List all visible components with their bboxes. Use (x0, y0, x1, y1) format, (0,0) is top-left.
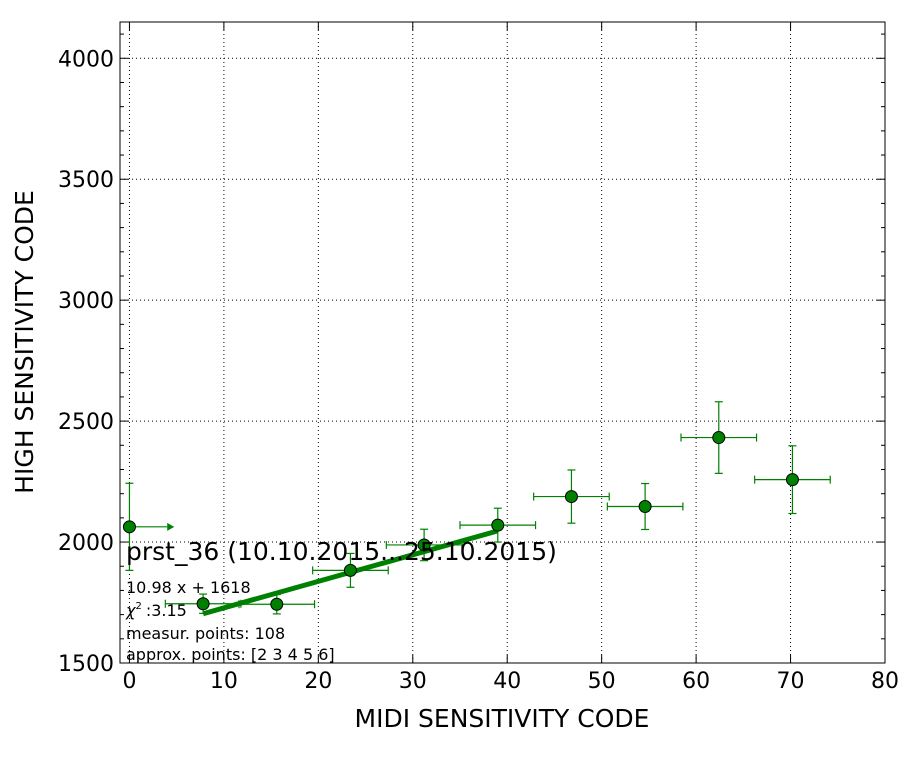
data-point (564, 490, 578, 504)
minor-ticks (120, 33, 885, 640)
data-point (785, 473, 799, 487)
x-tick-label: 60 (682, 669, 710, 694)
y-axis-ticks: 1500 2000 2500 3000 3500 4000 (58, 47, 885, 677)
chi2-symbol: χ (125, 601, 136, 620)
data-points (122, 431, 799, 611)
x-tick-label: 0 (122, 669, 136, 694)
y-tick-label: 3000 (58, 289, 114, 314)
data-point (343, 563, 357, 577)
x-tick-label: 80 (871, 669, 899, 694)
annotation-equation: 10.98 x + 1618 (126, 578, 251, 597)
data-point (638, 499, 652, 513)
y-tick-label: 2500 (58, 410, 114, 435)
x-tick-label: 40 (493, 669, 521, 694)
x-limit-arrow-head (167, 522, 175, 531)
y-axis-label: HIGH SENSITIVITY CODE (10, 190, 39, 494)
x-tick-label: 30 (399, 669, 427, 694)
y-tick-label: 2000 (58, 531, 114, 556)
chi2-value: :3.15 (146, 601, 187, 620)
data-point (122, 520, 136, 534)
plot-background (120, 22, 885, 663)
data-point (417, 538, 431, 552)
x-tick-label: 20 (304, 669, 332, 694)
annotation-title: prst_36 (10.10.2015...25.10.2015) (126, 537, 557, 566)
y-tick-label: 4000 (58, 47, 114, 72)
annotation-chi2: χ2 :3.15 (125, 601, 187, 620)
data-point (196, 597, 210, 611)
data-point (270, 597, 284, 611)
x-tick-label: 50 (588, 669, 616, 694)
chi2-exponent: 2 (135, 601, 141, 612)
x-tick-label: 70 (777, 669, 805, 694)
plot-frame (119, 21, 886, 664)
x-axis-ticks: 0 10 20 30 40 50 60 70 80 (122, 22, 899, 694)
annotation-measured-points: measur. points: 108 (126, 624, 285, 643)
data-point (491, 518, 505, 532)
x-axis-label: MIDI SENSITIVITY CODE (355, 704, 650, 733)
x-tick-label: 10 (210, 669, 238, 694)
annotation-approx-points: approx. points: [2 3 4 5 6] (126, 645, 335, 664)
data-point (712, 431, 726, 445)
y-tick-label: 1500 (58, 652, 114, 677)
y-tick-label: 3500 (58, 168, 114, 193)
